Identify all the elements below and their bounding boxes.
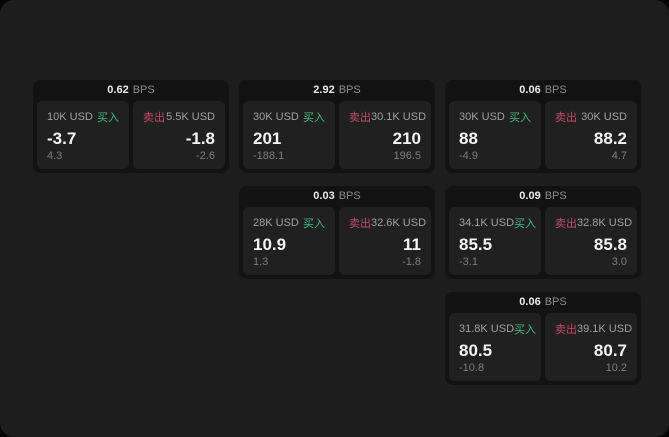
buy-change: -4.9: [459, 150, 478, 162]
quote-card-5: 0.09 BPS 34.1K USD 买入 85.5 -3.1 卖出 32.8K…: [445, 186, 641, 279]
bps-value: 0.06: [519, 84, 541, 96]
buy-change: -188.1: [253, 150, 285, 162]
buy-label: 买入: [303, 112, 325, 124]
buy-price: 85.5: [459, 234, 493, 254]
sell-tile[interactable]: 卖出 30.1K USD 210 196.5: [339, 101, 431, 169]
sell-amount: 5.5K USD: [166, 111, 215, 123]
sell-amount: 30K USD: [581, 111, 627, 123]
bps-unit-label: BPS: [544, 84, 567, 96]
sell-tile[interactable]: 卖出 30K USD 88.2 4.7: [545, 101, 637, 169]
sell-price: 11: [403, 234, 421, 254]
buy-tile[interactable]: 30K USD 买入 88 -4.9: [449, 101, 541, 169]
quote-card-4: 0.03 BPS 28K USD 买入 10.9 1.3 卖出 32.6K US…: [239, 186, 435, 279]
bps-header: 0.62 BPS: [37, 80, 225, 101]
buy-label: 买入: [509, 112, 531, 124]
buy-tile[interactable]: 30K USD 买入 201 -188.1: [243, 101, 335, 169]
bps-value: 2.92: [313, 84, 335, 96]
buy-price: 10.9: [253, 234, 287, 254]
sell-label: 卖出: [143, 112, 165, 124]
sell-label: 卖出: [555, 218, 577, 230]
bps-unit-label: BPS: [544, 190, 567, 202]
buy-price: 80.5: [459, 340, 493, 360]
buy-tile[interactable]: 34.1K USD 买入 85.5 -3.1: [449, 207, 541, 275]
buy-amount: 30K USD: [253, 111, 299, 123]
buy-change: 4.3: [47, 150, 63, 162]
bps-unit-label: BPS: [338, 190, 361, 202]
bps-header: 0.03 BPS: [243, 186, 431, 207]
quote-tiles: 34.1K USD 买入 85.5 -3.1 卖出 32.8K USD 85.8…: [449, 207, 637, 275]
sell-amount: 32.6K USD: [371, 217, 427, 229]
bps-unit-label: BPS: [338, 84, 361, 96]
bps-value: 0.09: [519, 190, 541, 202]
sell-price: 80.7: [593, 340, 627, 360]
buy-change: -10.8: [459, 362, 485, 374]
buy-amount: 10K USD: [47, 111, 93, 123]
buy-amount: 34.1K USD: [459, 217, 515, 229]
sell-label: 卖出: [349, 218, 371, 230]
sell-amount: 39.1K USD: [577, 323, 633, 335]
sell-label: 卖出: [555, 112, 577, 124]
sell-change: 10.2: [605, 362, 627, 374]
quote-tiles: 30K USD 买入 201 -188.1 卖出 30.1K USD 210 1…: [243, 101, 431, 169]
bps-value: 0.06: [519, 296, 541, 308]
sell-change: 4.7: [611, 150, 627, 162]
sell-change: 196.5: [393, 150, 421, 162]
bps-value: 0.03: [313, 190, 335, 202]
sell-tile[interactable]: 卖出 32.6K USD 11 -1.8: [339, 207, 431, 275]
bps-header: 0.09 BPS: [449, 186, 637, 207]
sell-label: 卖出: [555, 324, 577, 336]
buy-change: 1.3: [253, 256, 269, 268]
buy-change: -3.1: [459, 256, 478, 268]
buy-label: 买入: [97, 112, 119, 124]
buy-tile[interactable]: 31.8K USD 买入 80.5 -10.8: [449, 313, 541, 381]
buy-tile[interactable]: 28K USD 买入 10.9 1.3: [243, 207, 335, 275]
quote-card-2: 2.92 BPS 30K USD 买入 201 -188.1 卖出 30.1K …: [239, 80, 435, 173]
buy-price: 88: [459, 128, 478, 148]
bps-header: 0.06 BPS: [449, 292, 637, 313]
sell-price: -1.8: [185, 128, 215, 148]
sell-tile[interactable]: 卖出 5.5K USD -1.8 -2.6: [133, 101, 225, 169]
sell-tile[interactable]: 卖出 32.8K USD 85.8 3.0: [545, 207, 637, 275]
quote-card-3: 0.06 BPS 30K USD 买入 88 -4.9 卖出 30K USD: [445, 80, 641, 173]
buy-amount: 31.8K USD: [459, 323, 515, 335]
buy-price: -3.7: [47, 128, 77, 148]
sell-price: 85.8: [593, 234, 627, 254]
quote-tiles: 10K USD 买入 -3.7 4.3 卖出 5.5K USD -1.8 -2.…: [37, 101, 225, 169]
buy-price: 201: [253, 128, 282, 148]
bps-unit-label: BPS: [132, 84, 155, 96]
bps-header: 2.92 BPS: [243, 80, 431, 101]
sell-change: 3.0: [611, 256, 627, 268]
buy-tile[interactable]: 10K USD 买入 -3.7 4.3: [37, 101, 129, 169]
bps-value: 0.62: [107, 84, 129, 96]
sell-amount: 30.1K USD: [371, 111, 427, 123]
quote-tiles: 30K USD 买入 88 -4.9 卖出 30K USD 88.2 4.7: [449, 101, 637, 169]
buy-label: 买入: [303, 218, 325, 230]
quote-card-1: 0.62 BPS 10K USD 买入 -3.7 4.3 卖出 5.5K USD: [33, 80, 229, 173]
quote-card-6: 0.06 BPS 31.8K USD 买入 80.5 -10.8 卖出 39.1…: [445, 292, 641, 385]
quote-tiles: 31.8K USD 买入 80.5 -10.8 卖出 39.1K USD 80.…: [449, 313, 637, 381]
sell-amount: 32.8K USD: [577, 217, 633, 229]
sell-change: -1.8: [402, 256, 421, 268]
sell-change: -2.6: [196, 150, 215, 162]
bps-unit-label: BPS: [544, 296, 567, 308]
quote-card-grid: 0.62 BPS 10K USD 买入 -3.7 4.3 卖出 5.5K USD: [33, 80, 641, 385]
sell-price: 210: [392, 128, 421, 148]
bps-header: 0.06 BPS: [449, 80, 637, 101]
buy-amount: 28K USD: [253, 217, 299, 229]
quote-tiles: 28K USD 买入 10.9 1.3 卖出 32.6K USD 11 -1.8: [243, 207, 431, 275]
buy-label: 买入: [514, 324, 537, 336]
sell-tile[interactable]: 卖出 39.1K USD 80.7 10.2: [545, 313, 637, 381]
buy-amount: 30K USD: [459, 111, 505, 123]
sell-label: 卖出: [349, 112, 371, 124]
sell-price: 88.2: [593, 128, 627, 148]
buy-label: 买入: [514, 218, 537, 230]
